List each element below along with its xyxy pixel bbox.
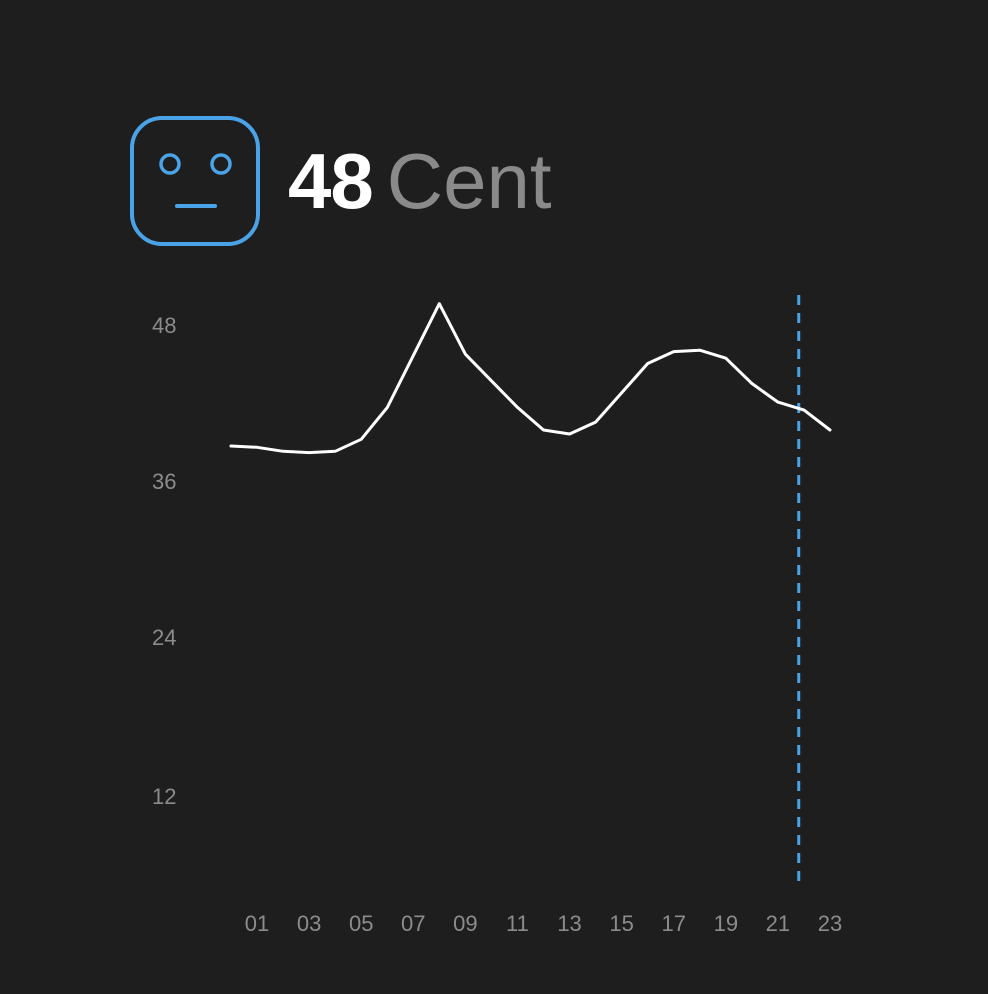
price-unit-label: Cent [386, 137, 552, 225]
price-point [568, 432, 572, 436]
price-point [333, 449, 337, 453]
x-tick-label: 19 [714, 911, 738, 936]
price-point [828, 428, 832, 432]
price-point [594, 420, 598, 424]
x-tick-label: 17 [661, 911, 685, 936]
price-point [672, 350, 676, 354]
price-point [385, 405, 389, 409]
price-point [437, 302, 441, 306]
price-point [489, 379, 493, 383]
x-tick-label: 23 [818, 911, 842, 936]
plot-area [229, 295, 832, 885]
price-point [229, 444, 233, 448]
price-point [411, 354, 415, 358]
x-tick-label: 05 [349, 911, 373, 936]
price-point [724, 356, 728, 360]
price-point [255, 445, 259, 449]
price-point [307, 451, 311, 455]
price-point [698, 348, 702, 352]
price-point [646, 362, 650, 366]
x-tick-label: 07 [401, 911, 425, 936]
x-tick-label: 13 [557, 911, 581, 936]
x-tick-label: 15 [609, 911, 633, 936]
y-tick-label: 24 [152, 625, 176, 650]
price-point [359, 437, 363, 441]
x-tick-label: 01 [245, 911, 269, 936]
y-tick-label: 36 [152, 469, 176, 494]
x-axis: 01 03 05 07 09 11 13 15 17 19 21 23 [245, 911, 842, 936]
x-tick-label: 21 [766, 911, 790, 936]
price-header: 48 Cent [130, 116, 552, 246]
price-point [463, 352, 467, 356]
price-point [802, 408, 806, 412]
price-point [620, 391, 624, 395]
price-point [281, 449, 285, 453]
y-tick-label: 12 [152, 784, 176, 809]
current-price-value: 48 [288, 137, 374, 225]
x-tick-label: 11 [506, 911, 529, 936]
price-point [515, 405, 519, 409]
x-tick-label: 03 [297, 911, 321, 936]
y-axis: 12 24 36 48 [152, 313, 176, 809]
price-series-line [229, 302, 832, 455]
price-point [776, 400, 780, 404]
y-tick-label: 48 [152, 313, 176, 338]
price-point [542, 428, 546, 432]
x-tick-label: 09 [453, 911, 477, 936]
neutral-face-icon [130, 116, 260, 246]
price-point [750, 381, 754, 385]
